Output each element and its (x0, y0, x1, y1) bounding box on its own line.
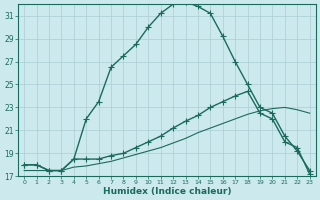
X-axis label: Humidex (Indice chaleur): Humidex (Indice chaleur) (103, 187, 231, 196)
